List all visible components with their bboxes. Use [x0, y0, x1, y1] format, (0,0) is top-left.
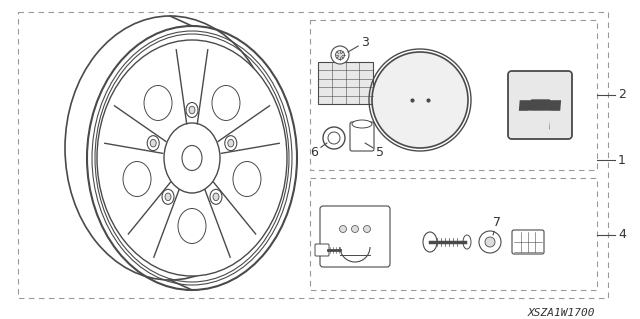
FancyBboxPatch shape: [350, 122, 374, 151]
Ellipse shape: [164, 123, 220, 193]
Polygon shape: [517, 111, 530, 130]
Polygon shape: [550, 111, 563, 130]
Circle shape: [372, 52, 468, 148]
Ellipse shape: [213, 193, 219, 201]
Ellipse shape: [210, 189, 222, 204]
Polygon shape: [550, 80, 563, 99]
Ellipse shape: [352, 120, 372, 128]
Bar: [310, 20, 597, 170]
Ellipse shape: [323, 127, 345, 149]
Ellipse shape: [228, 139, 234, 147]
Polygon shape: [517, 80, 530, 99]
Ellipse shape: [189, 106, 195, 114]
Ellipse shape: [97, 40, 287, 276]
Bar: [18, 12, 608, 298]
Polygon shape: [550, 81, 562, 129]
Ellipse shape: [165, 193, 171, 201]
Text: 5: 5: [365, 143, 384, 159]
Text: 3: 3: [348, 35, 369, 52]
Ellipse shape: [328, 132, 340, 144]
Ellipse shape: [463, 235, 471, 249]
Bar: [310, 178, 597, 290]
FancyBboxPatch shape: [320, 206, 390, 267]
Ellipse shape: [485, 237, 495, 247]
FancyBboxPatch shape: [512, 230, 544, 254]
Ellipse shape: [178, 209, 206, 243]
Ellipse shape: [339, 226, 346, 233]
Text: 6: 6: [310, 143, 327, 159]
Ellipse shape: [147, 136, 159, 151]
Ellipse shape: [182, 145, 202, 170]
Text: XSZA1W1700: XSZA1W1700: [527, 308, 595, 318]
Ellipse shape: [150, 139, 156, 147]
Text: 4: 4: [618, 228, 626, 241]
Ellipse shape: [364, 226, 371, 233]
Text: 2: 2: [618, 88, 626, 101]
Text: 7: 7: [493, 216, 501, 235]
Bar: [318, 62, 373, 104]
Ellipse shape: [144, 85, 172, 121]
Polygon shape: [518, 81, 530, 129]
Ellipse shape: [479, 231, 501, 253]
Ellipse shape: [233, 161, 261, 197]
Text: 1: 1: [618, 153, 626, 167]
Ellipse shape: [423, 232, 437, 252]
FancyBboxPatch shape: [315, 244, 329, 256]
FancyBboxPatch shape: [508, 71, 572, 139]
Ellipse shape: [162, 189, 174, 204]
Ellipse shape: [335, 50, 344, 60]
Polygon shape: [526, 100, 554, 110]
Ellipse shape: [123, 161, 151, 197]
Ellipse shape: [331, 46, 349, 64]
Ellipse shape: [351, 226, 358, 233]
Ellipse shape: [225, 136, 237, 151]
Ellipse shape: [212, 85, 240, 121]
Ellipse shape: [186, 102, 198, 117]
